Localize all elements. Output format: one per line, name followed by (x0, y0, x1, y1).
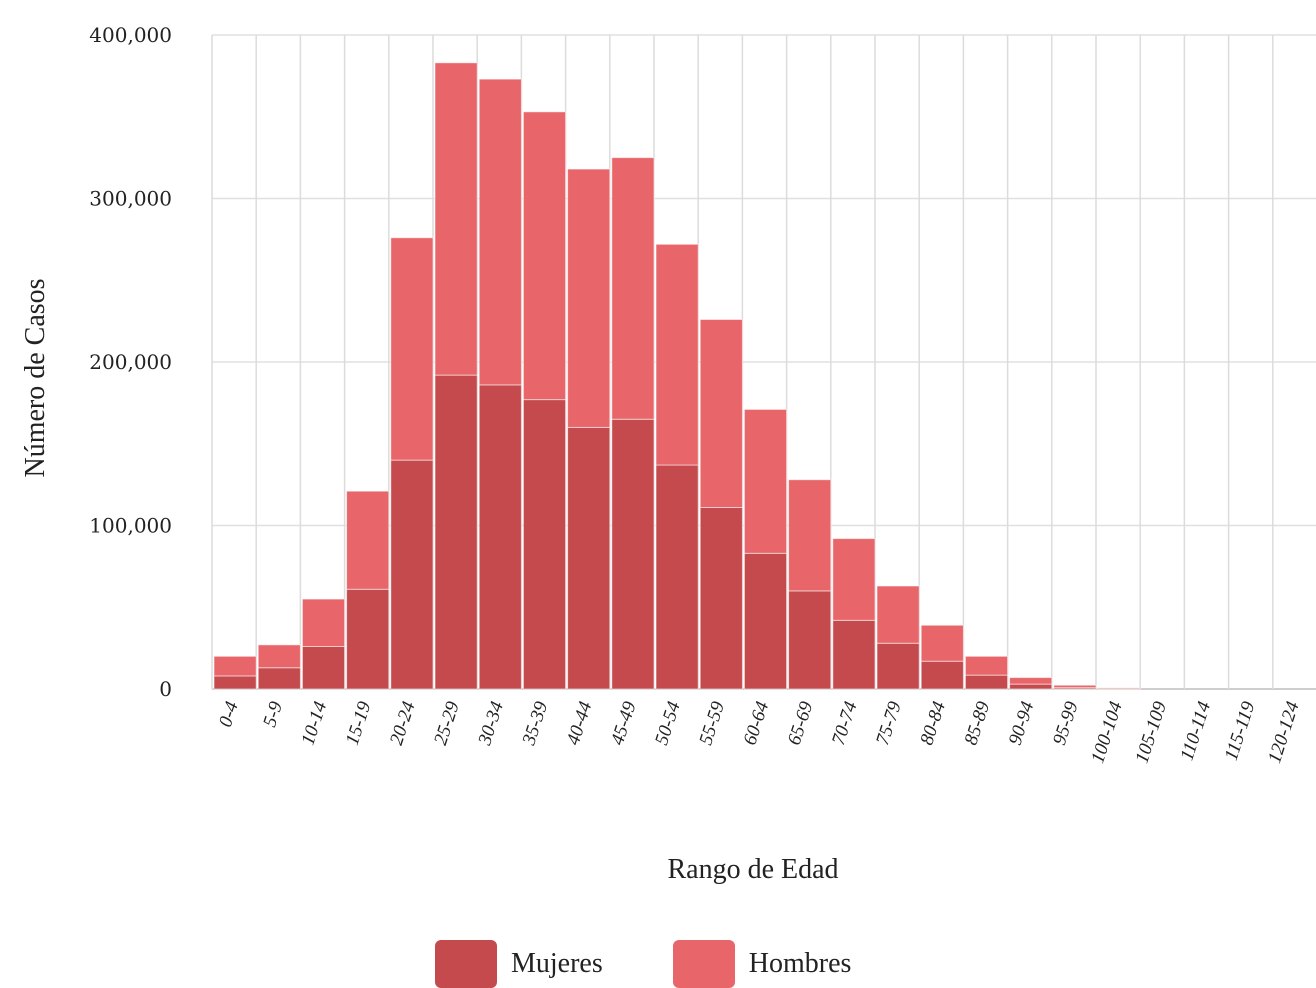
legend-item-hombres[interactable]: Hombres (673, 940, 852, 988)
bar-mujeres-10-14[interactable] (302, 646, 344, 689)
bar-hombres-30-34[interactable] (479, 79, 521, 385)
bar-mujeres-80-84[interactable] (921, 661, 963, 689)
bar-hombres-20-24[interactable] (391, 238, 433, 460)
bar-hombres-85-89[interactable] (965, 656, 1007, 675)
bar-mujeres-5-9[interactable] (258, 668, 300, 689)
bar-hombres-90-94[interactable] (1010, 678, 1052, 685)
legend-swatch-hombres (673, 940, 735, 988)
x-tick-label: 85-89 (961, 699, 995, 748)
legend-item-mujeres[interactable]: Mujeres (435, 940, 603, 988)
bars (214, 63, 1140, 689)
y-tick-label: 400,000 (89, 23, 172, 47)
x-tick-label: 35-39 (518, 699, 552, 749)
x-tick-label: 100-104 (1087, 699, 1127, 766)
bar-mujeres-0-4[interactable] (214, 676, 256, 689)
bar-hombres-50-54[interactable] (656, 244, 698, 465)
bar-hombres-45-49[interactable] (612, 158, 654, 420)
bar-mujeres-35-39[interactable] (523, 400, 565, 689)
y-tick-label: 100,000 (89, 514, 172, 538)
bar-hombres-5-9[interactable] (258, 645, 300, 668)
bar-hombres-60-64[interactable] (744, 409, 786, 553)
bar-hombres-25-29[interactable] (435, 63, 477, 375)
x-tick-label: 75-79 (872, 699, 906, 748)
bar-mujeres-30-34[interactable] (479, 385, 521, 689)
x-axis-title: Rango de Edad (667, 854, 838, 885)
bar-hombres-55-59[interactable] (700, 319, 742, 507)
x-tick-label: 20-24 (386, 699, 420, 748)
x-tick-label: 15-19 (342, 699, 376, 748)
y-axis-title: Número de Casos (20, 278, 51, 477)
x-tick-labels: 0-4 5-9 10-14 15-19 20-24 25-29 30-34 35-39 40-4… (215, 699, 1304, 766)
bar-mujeres-40-44[interactable] (568, 427, 610, 689)
x-tick-label: 45-49 (607, 699, 641, 748)
y-tick-labels: 0 100,000 200,000 300,000 400,000 (89, 23, 172, 701)
legend-swatch-mujeres (435, 940, 497, 988)
bar-hombres-35-39[interactable] (523, 112, 565, 400)
x-tick-label: 80-84 (916, 699, 950, 748)
x-tick-label: 10-14 (298, 699, 332, 748)
bar-hombres-10-14[interactable] (302, 599, 344, 646)
bar-hombres-70-74[interactable] (833, 539, 875, 621)
x-tick-label: 105-109 (1132, 699, 1172, 766)
bar-mujeres-20-24[interactable] (391, 460, 433, 689)
x-tick-label: 70-74 (828, 699, 862, 748)
bar-mujeres-85-89[interactable] (965, 675, 1007, 689)
x-tick-label: 55-59 (695, 699, 729, 748)
x-tick-label: 40-44 (563, 699, 597, 748)
bar-mujeres-60-64[interactable] (744, 553, 786, 689)
bar-mujeres-15-19[interactable] (347, 589, 389, 689)
x-tick-label: 95-99 (1049, 699, 1083, 748)
x-tick-label: 0-4 (215, 699, 243, 730)
x-tick-label: 60-64 (740, 699, 774, 748)
x-tick-label: 120-124 (1264, 699, 1304, 766)
bar-hombres-80-84[interactable] (921, 625, 963, 661)
bar-mujeres-25-29[interactable] (435, 375, 477, 689)
y-tick-label: 200,000 (89, 350, 172, 374)
bar-hombres-15-19[interactable] (347, 491, 389, 589)
bar-mujeres-70-74[interactable] (833, 620, 875, 689)
legend-label-hombres: Hombres (749, 948, 852, 980)
bar-mujeres-55-59[interactable] (700, 508, 742, 689)
bar-hombres-100-104[interactable] (1098, 688, 1140, 689)
bar-hombres-75-79[interactable] (877, 586, 919, 643)
bar-hombres-40-44[interactable] (568, 169, 610, 427)
legend-label-mujeres: Mujeres (511, 948, 603, 980)
bar-mujeres-75-79[interactable] (877, 643, 919, 689)
bar-mujeres-65-69[interactable] (789, 591, 831, 689)
x-tick-label: 110-114 (1177, 699, 1216, 764)
bar-hombres-65-69[interactable] (789, 480, 831, 591)
x-tick-label: 50-54 (651, 699, 685, 748)
bar-mujeres-45-49[interactable] (612, 419, 654, 689)
x-tick-label: 25-29 (430, 699, 464, 748)
bar-hombres-0-4[interactable] (214, 656, 256, 676)
x-tick-label: 90-94 (1005, 699, 1039, 748)
bar-hombres-95-99[interactable] (1054, 685, 1096, 687)
legend: Mujeres Hombres (435, 940, 851, 988)
bar-mujeres-50-54[interactable] (656, 465, 698, 689)
y-tick-label: 300,000 (89, 187, 172, 211)
x-tick-label: 5-9 (259, 699, 287, 730)
x-tick-label: 115-119 (1221, 699, 1260, 764)
bar-mujeres-90-94[interactable] (1010, 684, 1052, 689)
x-tick-label: 65-69 (784, 699, 818, 748)
x-tick-label: 30-34 (474, 699, 508, 749)
y-tick-label: 0 (159, 677, 172, 701)
